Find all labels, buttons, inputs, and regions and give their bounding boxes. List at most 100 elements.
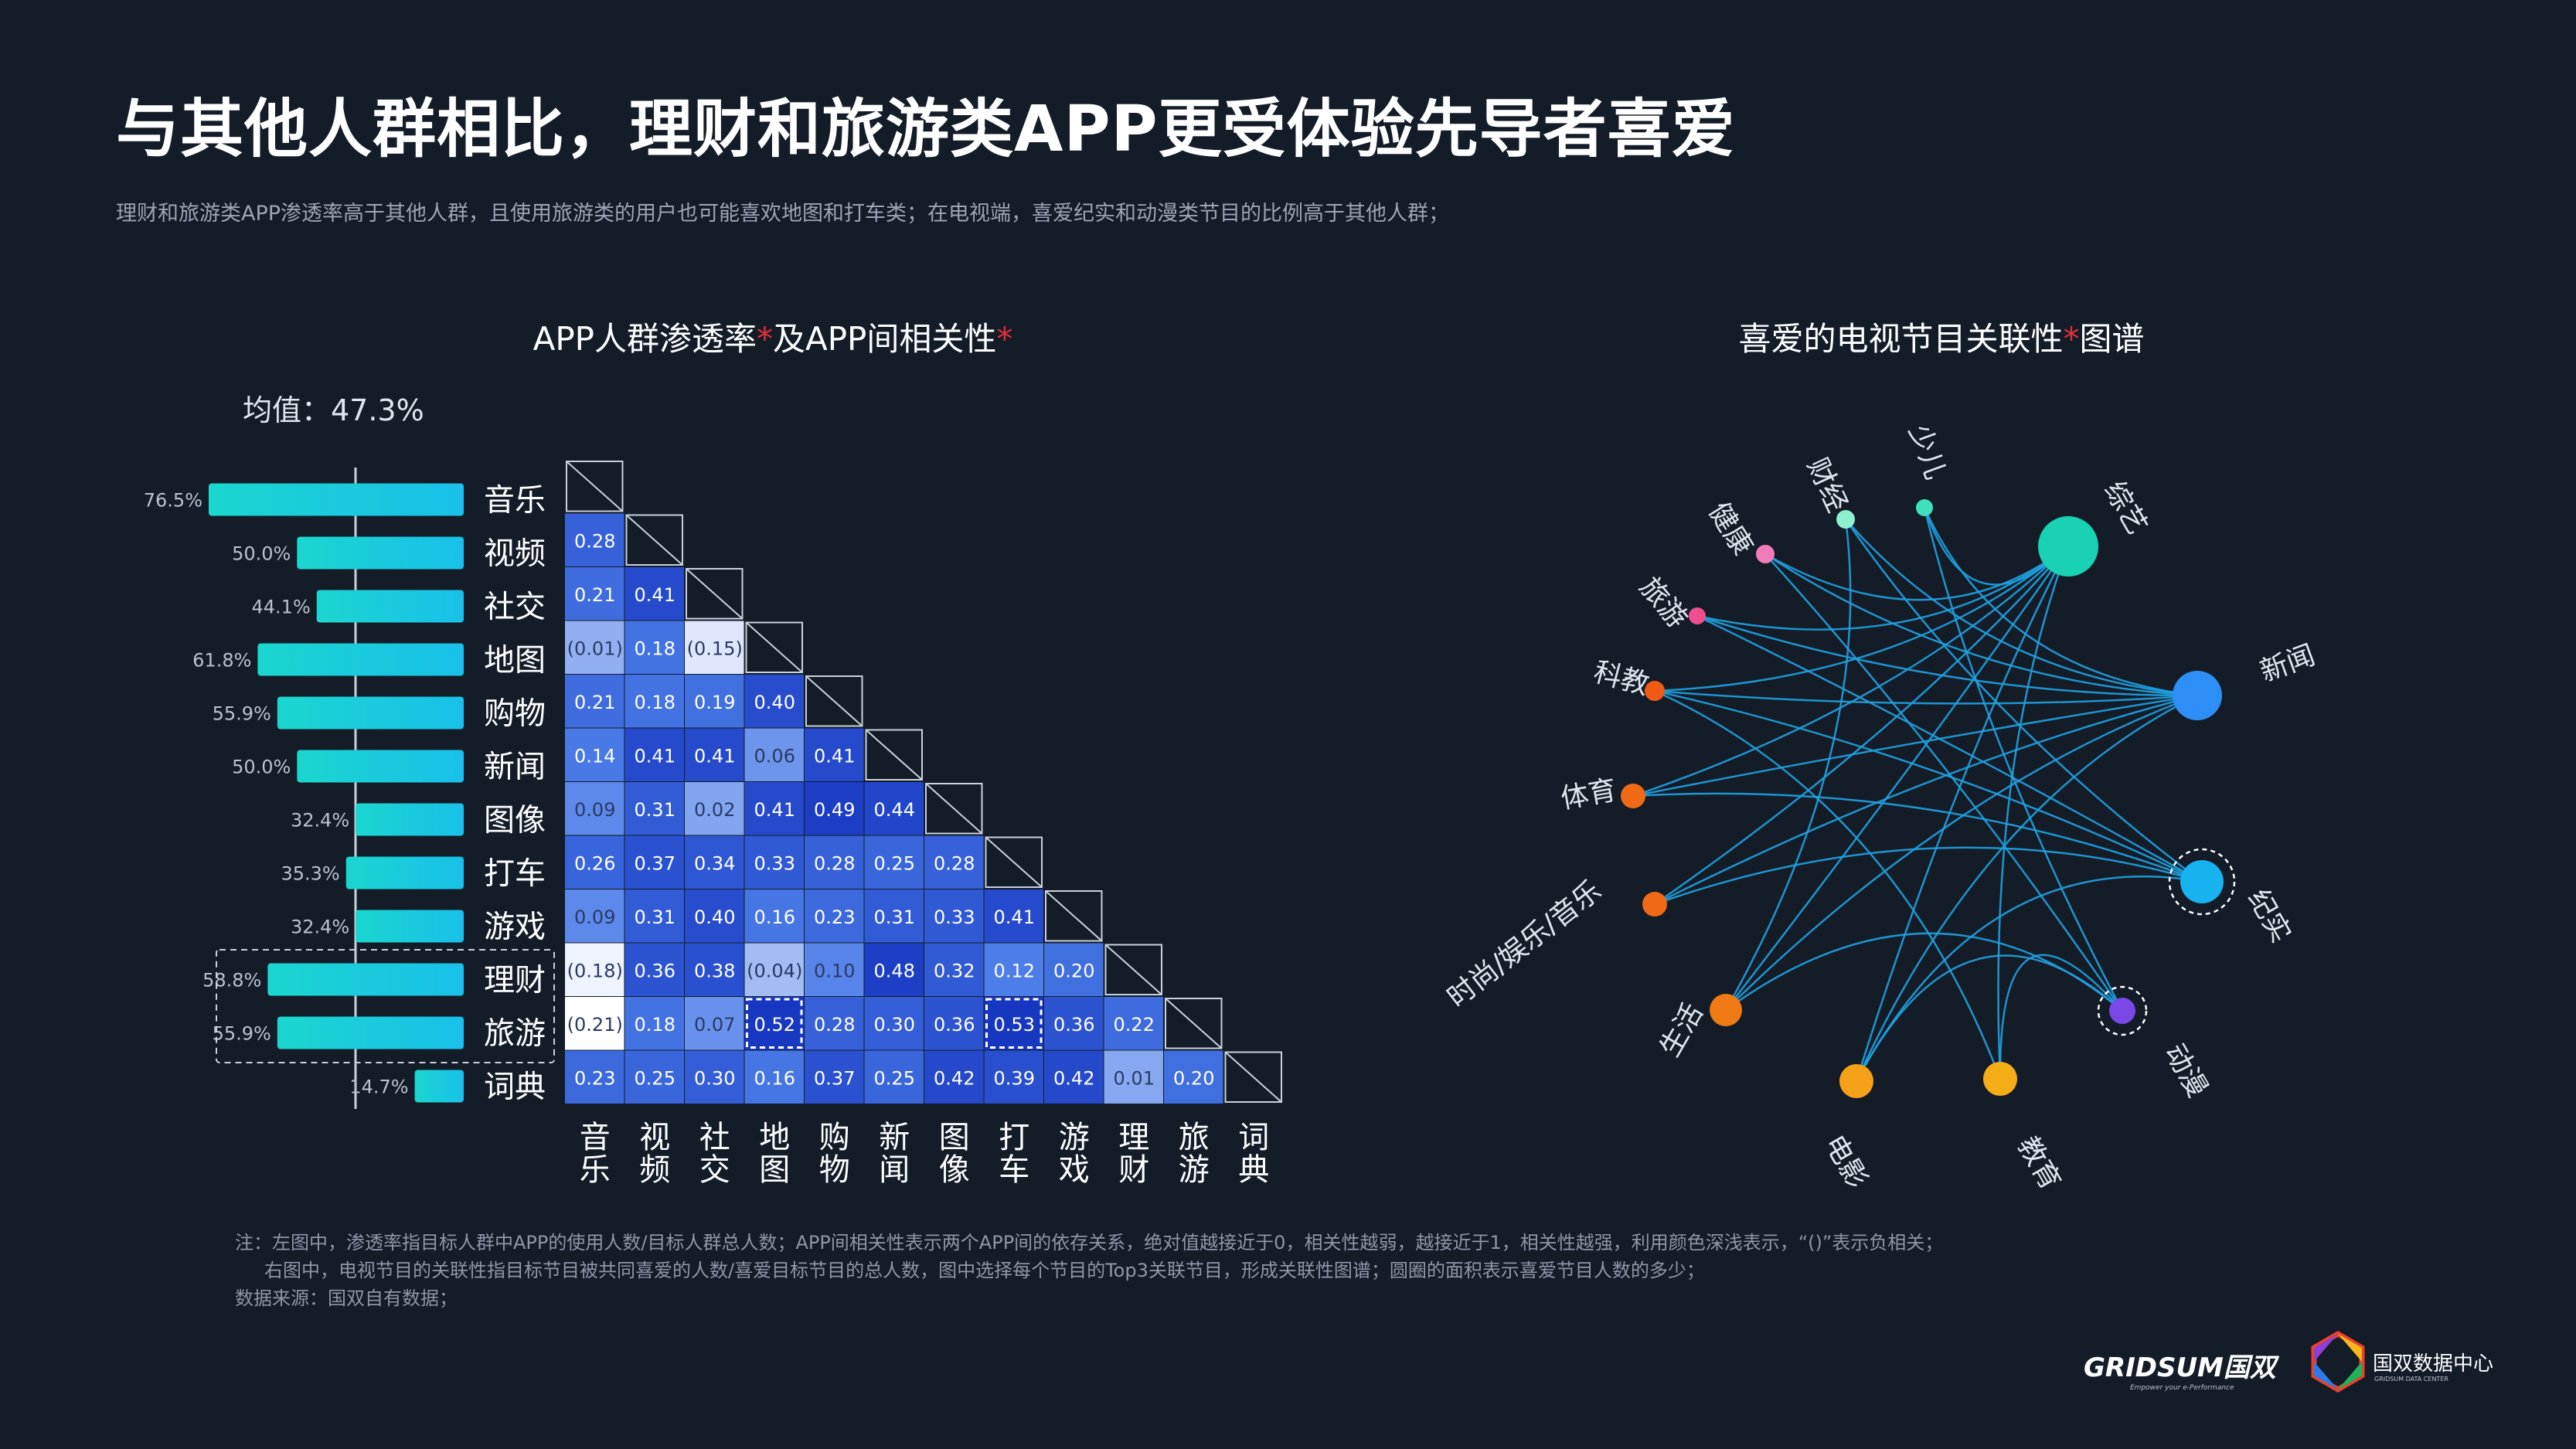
network-edge (1654, 546, 2069, 906)
bar-value-label: 76.5% (144, 490, 202, 512)
heatmap-cell (624, 1050, 684, 1104)
heatmap-cell (805, 728, 864, 781)
heatmap-cell (1044, 997, 1104, 1050)
heatmap-cell-label: 0.18 (635, 638, 675, 659)
heatmap-cell-label: 0.38 (694, 960, 735, 981)
diagonal-slash (566, 461, 624, 512)
diagonal-cell (985, 836, 1043, 888)
network-node-label: 电影 (1818, 1130, 1873, 1194)
diagonal-cell (1224, 1051, 1282, 1103)
heatmap-cell-label: 0.25 (635, 1067, 675, 1089)
heatmap-cell (685, 997, 744, 1050)
network-edge (1997, 546, 2070, 1080)
page-subtitle: 理财和旅游类APP渗透率高于其他人群，且使用旅游类的用户也可能喜欢地图和打车类；… (116, 202, 1450, 226)
heatmap-cell-label: 0.02 (694, 799, 735, 821)
bar-value-label: 44.1% (252, 597, 311, 618)
network-edges (1632, 507, 2203, 1082)
heatmap-cell (624, 943, 684, 996)
heatmap-col-label: 音乐 (580, 1120, 611, 1188)
heatmap-cell-label: 0.31 (635, 906, 675, 928)
bar-category-label: 游戏 (484, 910, 546, 945)
heatmap-cell-label: 0.37 (635, 852, 675, 874)
right-chart-title: 喜爱的电视节目关联性*图谱 (1738, 313, 2144, 360)
diagonal-slash (1045, 890, 1103, 942)
bar-category-label: 音乐 (484, 483, 546, 519)
heatmap-cell-label: 0.01 (1114, 1067, 1155, 1089)
bar-category-label: 理财 (484, 963, 546, 998)
heatmap-cell (624, 835, 684, 889)
heatmap-cell (685, 835, 744, 889)
left-chart-title-part1: APP人群渗透率 (533, 320, 757, 358)
heatmap-cell (924, 889, 984, 943)
penetration-bar (277, 696, 464, 730)
heatmap-cell (624, 675, 684, 728)
bar-category-label: 打车 (484, 856, 546, 892)
network-edge (1725, 694, 2198, 1011)
heatmap-cell-label: 0.28 (814, 852, 855, 874)
heatmap-cell (565, 513, 624, 566)
right-chart-title-part2: 图谱 (2079, 320, 2145, 358)
heatmap-cell-label: 0.30 (874, 1014, 915, 1036)
network-node (1916, 499, 1933, 516)
heatmap-cell (1044, 943, 1104, 996)
heatmap-cell-label: 0.28 (574, 530, 615, 552)
heatmap-cell-label: 0.41 (754, 799, 795, 821)
heatmap-cell (685, 782, 744, 835)
bar-category-label: 旅游 (484, 1016, 546, 1052)
heatmap-cell-label: 0.36 (934, 1014, 975, 1036)
network-edge (1855, 954, 2123, 1082)
gridsum-logo-text: GRIDSUM国双 (2084, 1352, 2276, 1383)
heatmap-cell-label: 0.34 (694, 852, 735, 874)
heatmap-cell (565, 943, 624, 996)
network-node (2038, 516, 2098, 577)
network-node (1645, 681, 1665, 701)
heatmap-cell (565, 1050, 624, 1104)
bar-value-label: 61.8% (192, 650, 251, 672)
heatmap-cell-label: 0.42 (1053, 1067, 1094, 1089)
bar-category-label: 词典 (484, 1070, 546, 1105)
heatmap-cell (624, 567, 684, 621)
heatmap-cell (1044, 1050, 1104, 1104)
heatmap-cell-label: 0.25 (874, 1067, 915, 1089)
bar-category-label: 视频 (484, 536, 546, 572)
network-edge (1654, 689, 2002, 1080)
network-node (1621, 784, 1645, 808)
footnote-star: * (2063, 320, 2080, 358)
heatmap-cell-label: 0.30 (694, 1067, 735, 1089)
heatmap-cell-label: (0.21) (567, 1014, 623, 1036)
heatmap-cell (805, 835, 864, 889)
gridsum-logo-tagline: Empower your e-Performance (2130, 1384, 2234, 1392)
heatmap-cell-label: 0.37 (814, 1067, 855, 1089)
network-edge (1632, 546, 2069, 798)
diagonal-cell (1165, 998, 1223, 1049)
heatmap-cell (864, 1050, 924, 1104)
gridsum-logo: GRIDSUM国双 Empower your e-Performance (2084, 1346, 2278, 1393)
network-edge (1632, 792, 2203, 883)
heatmap-cell (685, 943, 744, 996)
diagonal-cell (566, 461, 624, 512)
bar-category-label: 图像 (484, 803, 546, 838)
heatmap-cell-label: 0.26 (574, 852, 615, 874)
heatmap-cell-label: 0.20 (1053, 960, 1094, 981)
penetration-bar (345, 856, 464, 889)
heatmap-cell (685, 1050, 744, 1104)
diagonal-cell (925, 783, 983, 835)
diagonal-cell (805, 675, 863, 727)
heatmap-cell-label: 0.39 (994, 1067, 1035, 1089)
heatmap-cell-label: 0.12 (994, 960, 1035, 981)
heatmap-cell (984, 889, 1043, 943)
penetration-bar (297, 536, 464, 570)
heatmap-cell (924, 943, 984, 996)
heatmap-cell (685, 621, 744, 674)
network-node-label: 综艺 (2098, 476, 2153, 540)
heatmap-cell-label: 0.28 (934, 852, 975, 874)
data-center-logo-text: 国双数据中心 (2373, 1352, 2494, 1376)
heatmap-cell-label: 0.16 (754, 906, 795, 928)
heatmap-cell-label: 0.32 (934, 960, 975, 981)
bar-value-label: 14.7% (349, 1077, 408, 1098)
diagonal-slash (686, 568, 744, 620)
highlighted-cell (985, 998, 1043, 1049)
heatmap-cell (685, 889, 744, 943)
bar-value-label: 35.3% (281, 863, 339, 885)
heatmap-cell (924, 1050, 984, 1104)
